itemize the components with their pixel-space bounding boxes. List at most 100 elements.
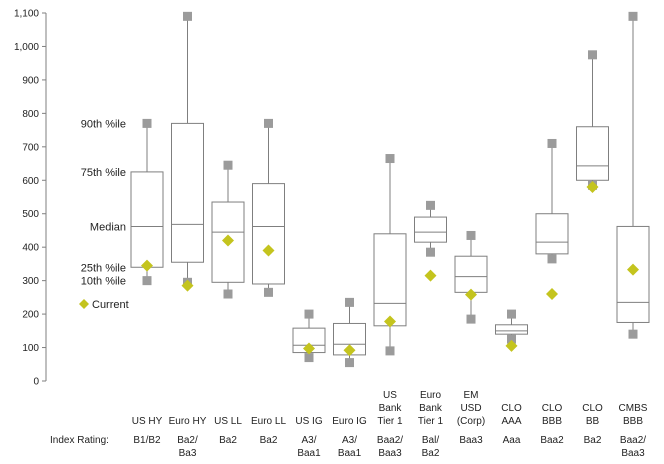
current-diamond [465,288,477,301]
p90-marker [223,160,233,170]
rating-label: Baa1 [297,448,321,459]
p10-marker [426,247,435,257]
current-diamond [141,259,153,272]
iqr-box [130,171,164,268]
p10-marker [264,287,273,297]
rating-label: Ba3 [179,448,197,459]
current-diamond [222,234,234,247]
legend-label: 25th %ile [81,262,126,274]
p90-marker [264,118,273,128]
current-diamond [384,315,396,328]
rating-label: Ba2 [422,448,440,459]
p90-marker [507,309,516,319]
category-label: BBB [623,416,643,427]
category-label: Euro IG [332,416,367,427]
rating-label: Baa2/ [620,435,646,446]
current-diamond [627,263,639,276]
legend-label: Current [92,299,129,311]
rating-label: Ba2 [584,435,602,446]
category-label: Euro LL [251,416,286,427]
y-tick-label: 100 [22,343,39,354]
rating-label: A3/ [301,435,316,446]
rating-header: Index Rating: [50,435,109,446]
iqr-box [414,216,447,243]
category-label: BBB [542,416,562,427]
p90-marker [345,297,354,307]
p90-marker [304,309,314,319]
legend-label: 90th %ile [81,118,126,130]
current-diamond [546,288,558,301]
p10-marker [345,358,354,368]
legend-label: Median [90,221,126,233]
legend-current-diamond [79,299,89,310]
y-axis: 0 100 200 300 400 500 600 700 800 900 1,000 1,100 [14,9,47,388]
box-group [333,297,366,368]
current-diamond [181,279,194,292]
rating-label: B1/B2 [133,435,161,446]
current-diamond [262,244,275,257]
rating-label: Baa3 [459,435,483,446]
box-group [454,230,488,324]
box-group [535,138,569,301]
category-label: AAA [501,416,521,427]
x-axis-labels: Index Rating: US HY B1/B2 Euro HY Ba2/Ba3 US … [50,390,648,459]
iqr-box [373,233,407,327]
category-label: US LL [214,416,242,427]
box-group [130,118,164,286]
box-group [414,200,447,282]
iqr-box [576,126,609,181]
rating-label: Baa2/ [377,435,403,446]
y-tick-label: 900 [22,75,39,86]
current-diamond [424,269,437,282]
category-label: EM [464,390,479,401]
p10-marker [507,334,516,344]
category-label: USD [460,403,481,414]
iqr-box [252,183,285,285]
y-tick-label: 600 [22,176,39,187]
p90-marker [426,200,435,210]
category-label: BB [586,416,600,427]
iqr-box [495,324,528,335]
legend-label: 75th %ile [81,167,126,179]
y-tick-label: 0 [33,377,39,388]
box-group [576,50,609,193]
category-label: Tier 1 [418,416,444,427]
box-group [292,309,326,363]
p10-marker [223,289,233,299]
category-label: CMBS [619,403,648,414]
y-tick-label: 800 [22,109,39,120]
rating-label: Ba2 [219,435,237,446]
box-group [211,160,245,299]
legend-label: 10th %ile [81,276,126,288]
p10-marker [142,276,152,286]
p90-marker [547,138,557,148]
legend: 90th %ile 75th %ile Median 25th %ile 10th %i… [79,118,129,311]
y-tick-label: 400 [22,243,39,254]
p90-marker [183,11,192,21]
p90-marker [628,11,638,21]
category-label: Tier 1 [377,416,403,427]
box-group [616,11,650,339]
rating-label: Ba2/ [177,435,198,446]
p90-marker [466,230,476,240]
rating-label: Baa3 [621,448,645,459]
y-tick-label: 700 [22,142,39,153]
rating-label: Baa3 [378,448,402,459]
current-diamond [586,180,599,193]
rating-label: A3/ [342,435,357,446]
category-label: US IG [295,416,322,427]
p90-marker [385,154,395,164]
rating-label: Baa2 [540,435,564,446]
p10-marker [385,346,395,356]
current-diamond [505,339,518,352]
current-diamond [343,344,356,357]
category-label: US HY [132,416,163,427]
y-tick-label: 500 [22,209,39,220]
category-label: (Corp) [457,416,485,427]
p90-marker [588,50,597,60]
p10-marker [628,329,638,339]
rating-label: Bal/ [422,435,439,446]
p10-marker [547,254,557,264]
y-tick-label: 200 [22,310,39,321]
